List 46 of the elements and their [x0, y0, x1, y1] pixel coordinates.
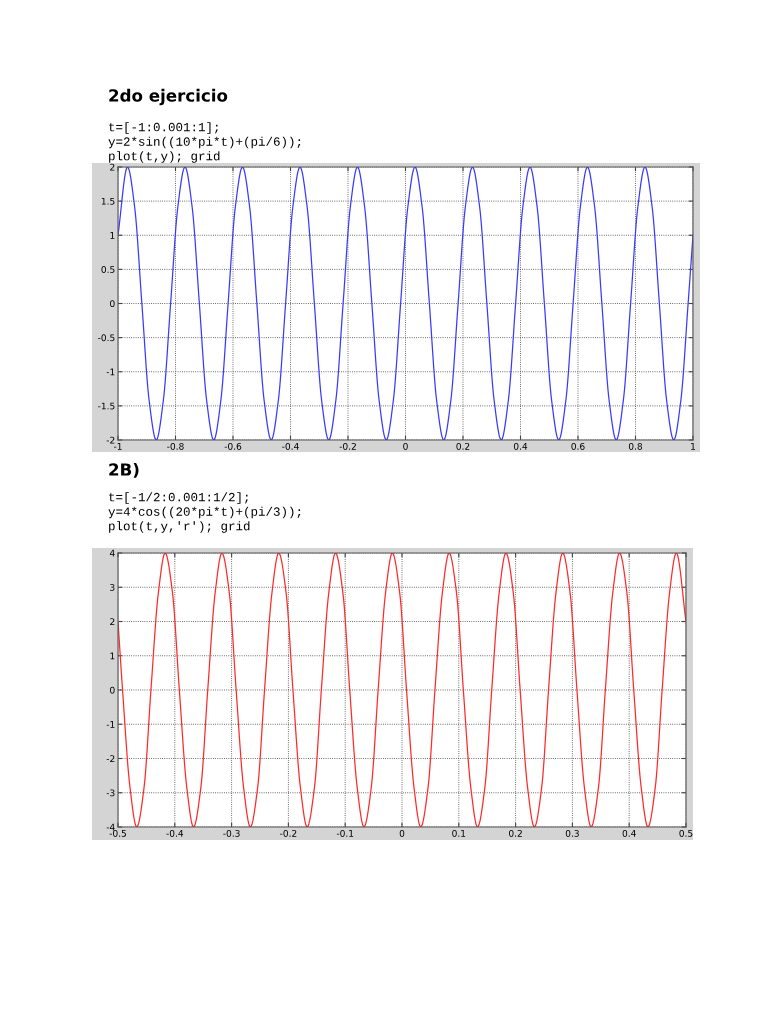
y-tick-label: -0.5	[98, 334, 115, 342]
chart-title: 2B)	[109, 462, 139, 478]
y-tick-label: -1.5	[98, 402, 115, 410]
y-tick-label: 2	[110, 618, 115, 625]
x-tick-label: 0.5	[679, 829, 693, 837]
y-tick-label: -2	[106, 755, 115, 762]
y-tick-label: 4	[109, 549, 115, 557]
x-tick-label: 0.2	[456, 442, 470, 450]
chart-title: 2do ejercicio	[109, 88, 228, 106]
y-tick-label: 0	[110, 686, 115, 694]
y-tick-label: 1.5	[101, 197, 115, 205]
x-tick-label: 0.6	[571, 442, 585, 450]
text: y=2*sin((10*pi*t)+(pi/6));	[108, 136, 301, 149]
x-tick-label: -0.4	[166, 829, 184, 837]
text: y=4*cos((20*pi*t)+(pi/3));	[108, 506, 301, 519]
y-tick-label: 3	[110, 583, 115, 591]
x-tick-label: -0.1	[336, 829, 354, 837]
y-tick-label: 2	[110, 163, 115, 171]
text: t=[-1:0.001:1];	[109, 122, 218, 134]
y-tick-label: 1	[110, 652, 115, 660]
y-tick-label: -3	[106, 789, 115, 797]
x-tick-label: 0.4	[622, 829, 636, 837]
text: t=[-1/2:0.001:1/2];	[109, 492, 248, 504]
y-tick-label: -1	[106, 368, 115, 376]
x-tick-label: 0.8	[628, 442, 643, 450]
y-tick-label: -2	[106, 436, 115, 444]
y-tick-label: 1	[110, 232, 115, 239]
x-tick-label: 0	[403, 442, 408, 450]
y-tick-label: 0	[110, 300, 115, 308]
y-tick-label: -1	[106, 721, 115, 728]
text: plot(t,y); grid	[109, 151, 220, 163]
y-tick-label: 0.5	[101, 266, 115, 273]
x-tick-label: -0.3	[223, 829, 240, 837]
text: plot(t,y,'r'); grid	[109, 521, 250, 533]
x-tick-label: -0.2	[280, 829, 297, 837]
x-tick-label: 0.1	[452, 829, 466, 837]
x-tick-label: 0.3	[565, 829, 579, 837]
x-tick-label: 0.2	[509, 829, 522, 837]
x-tick-label: 0	[399, 829, 405, 837]
y-tick-label: -4	[106, 823, 115, 831]
x-tick-label: -0.6	[224, 442, 242, 450]
x-tick-label: -0.8	[167, 442, 184, 450]
x-tick-label: 0.4	[513, 442, 528, 450]
x-tick-label: 1	[691, 443, 696, 450]
x-tick-label: -0.4	[282, 442, 299, 450]
x-tick-label: -0.2	[339, 442, 356, 450]
